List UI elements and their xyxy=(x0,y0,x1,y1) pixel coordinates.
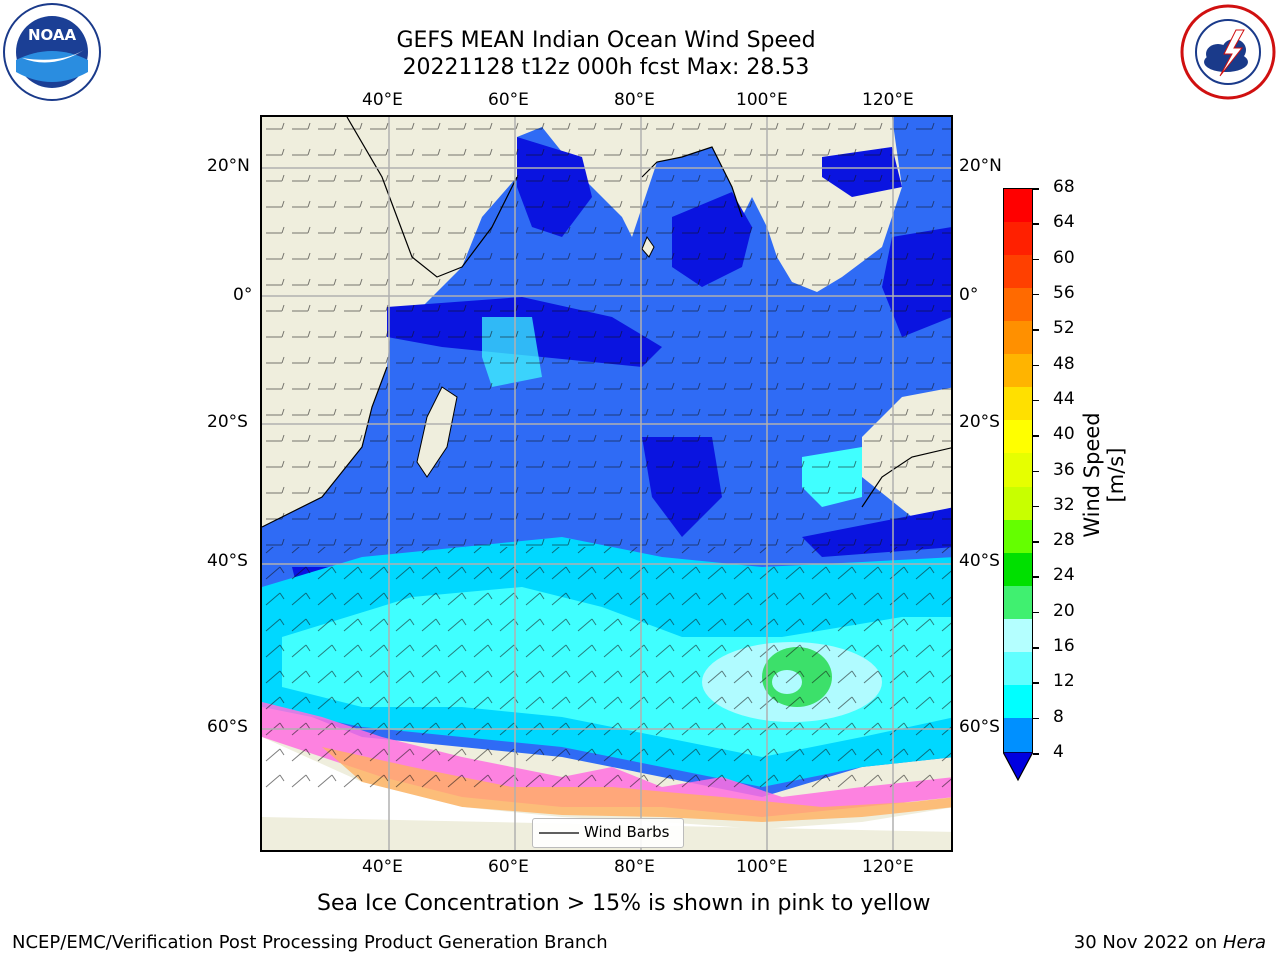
lat-tick-right-0: 0° xyxy=(959,285,979,305)
lon-tick-top-40e: 40°E xyxy=(362,90,403,110)
colorbar-tick-mark xyxy=(1033,223,1039,225)
colorbar-tick-label: 20 xyxy=(1053,600,1075,621)
colorbar-segment xyxy=(1004,420,1032,455)
colorbar xyxy=(1003,188,1033,753)
footer-branch: NCEP/EMC/Verification Post Processing Pr… xyxy=(12,932,608,953)
colorbar-segment xyxy=(1004,618,1032,653)
lon-tick-top-100e: 100°E xyxy=(736,90,788,110)
wind-speed-map xyxy=(262,117,951,850)
colorbar-segment xyxy=(1004,189,1032,223)
colorbar-tick-mark xyxy=(1033,753,1039,755)
colorbar-extend-triangle xyxy=(1003,752,1033,782)
colorbar-segment xyxy=(1004,222,1032,256)
colorbar-tick-mark xyxy=(1033,505,1039,508)
colorbar-segment xyxy=(1004,486,1032,521)
footer-date: 30 Nov 2022 on Hera xyxy=(1074,932,1266,953)
colorbar-tick-mark xyxy=(1033,611,1039,614)
footer-host: Hera xyxy=(1222,932,1266,953)
lon-tick-top-120e: 120°E xyxy=(862,90,914,110)
lon-tick-bottom-60e: 60°E xyxy=(488,857,529,877)
colorbar-segment xyxy=(1004,552,1032,587)
colorbar-tick-label: 52 xyxy=(1053,318,1075,339)
wind-barb-legend-line xyxy=(539,832,579,834)
colorbar-segment xyxy=(1004,354,1032,388)
lon-tick-bottom-120e: 120°E xyxy=(862,857,914,877)
colorbar-tick-label: 8 xyxy=(1053,706,1064,727)
colorbar-tick-mark xyxy=(1033,364,1039,367)
colorbar-tick-label: 24 xyxy=(1053,565,1075,586)
colorbar-tick-mark xyxy=(1033,329,1039,331)
lat-tick-left-60s: 60°S xyxy=(207,717,248,737)
colorbar-tick-mark xyxy=(1033,470,1039,472)
map-panel xyxy=(260,115,953,852)
colorbar-tick-mark xyxy=(1033,576,1039,578)
lat-tick-left-20s: 20°S xyxy=(207,412,248,432)
colorbar-tick-mark xyxy=(1033,293,1039,296)
colorbar-segment xyxy=(1004,288,1032,322)
colorbar-label: Wind Speed [m/s] xyxy=(1080,412,1128,538)
colorbar-segment xyxy=(1004,519,1032,554)
colorbar-segment xyxy=(1004,255,1032,289)
lon-tick-top-80e: 80°E xyxy=(614,90,655,110)
colorbar-tick-mark xyxy=(1033,682,1039,684)
colorbar-tick-label: 28 xyxy=(1053,530,1075,551)
colorbar-tick-label: 40 xyxy=(1053,424,1075,445)
colorbar-segment xyxy=(1004,321,1032,355)
colorbar-tick-label: 12 xyxy=(1053,671,1075,692)
footer-date-text: 30 Nov 2022 on xyxy=(1073,932,1223,953)
map-subtitle: 20221128 t12z 000h fcst Max: 28.53 xyxy=(402,55,810,80)
lat-tick-right-20n: 20°N xyxy=(959,156,1002,176)
colorbar-tick-label: 64 xyxy=(1053,212,1075,233)
colorbar-tick-mark xyxy=(1033,647,1039,649)
colorbar-tick-label: 48 xyxy=(1053,353,1075,374)
colorbar-segment xyxy=(1004,651,1032,686)
colorbar-tick-mark xyxy=(1033,399,1039,402)
noaa-logo: NOAA xyxy=(2,2,102,102)
colorbar-segment xyxy=(1004,585,1032,620)
lon-tick-bottom-40e: 40°E xyxy=(362,857,403,877)
colorbar-tick-label: 60 xyxy=(1053,247,1075,268)
colorbar-tick-mark xyxy=(1033,258,1039,261)
lat-tick-right-20s: 20°S xyxy=(959,412,1000,432)
colorbar-tick-mark xyxy=(1033,717,1039,720)
lat-tick-left-40s: 40°S xyxy=(207,551,248,571)
map-title: GEFS MEAN Indian Ocean Wind Speed xyxy=(396,28,816,53)
nws-logo xyxy=(1180,4,1276,100)
colorbar-tick-label: 68 xyxy=(1053,177,1075,197)
colorbar-tick-mark xyxy=(1033,188,1039,190)
sea-ice-note: Sea Ice Concentration > 15% is shown in … xyxy=(317,891,931,916)
colorbar-tick-mark xyxy=(1033,435,1039,437)
colorbar-tick-label: 4 xyxy=(1053,742,1064,762)
colorbar-tick-label: 56 xyxy=(1053,282,1075,303)
lat-tick-left-20n: 20°N xyxy=(207,156,250,176)
legend-label-wind-barbs: Wind Barbs xyxy=(584,823,670,841)
colorbar-tick-label: 36 xyxy=(1053,459,1075,480)
colorbar-segment xyxy=(1004,453,1032,488)
colorbar-segment xyxy=(1004,717,1032,752)
lat-tick-left-0: 0° xyxy=(233,285,253,305)
colorbar-segment xyxy=(1004,684,1032,719)
colorbar-tick-label: 44 xyxy=(1053,388,1075,409)
map-legend: Wind Barbs xyxy=(532,818,684,848)
lat-tick-right-60s: 60°S xyxy=(959,717,1000,737)
lon-tick-bottom-80e: 80°E xyxy=(614,857,655,877)
colorbar-tick-label: 16 xyxy=(1053,636,1075,657)
colorbar-segment xyxy=(1004,387,1032,421)
lon-tick-bottom-100e: 100°E xyxy=(736,857,788,877)
lat-tick-right-40s: 40°S xyxy=(959,551,1000,571)
lon-tick-top-60e: 60°E xyxy=(488,90,529,110)
colorbar-tick-mark xyxy=(1033,541,1039,543)
colorbar-tick-label: 32 xyxy=(1053,494,1075,515)
